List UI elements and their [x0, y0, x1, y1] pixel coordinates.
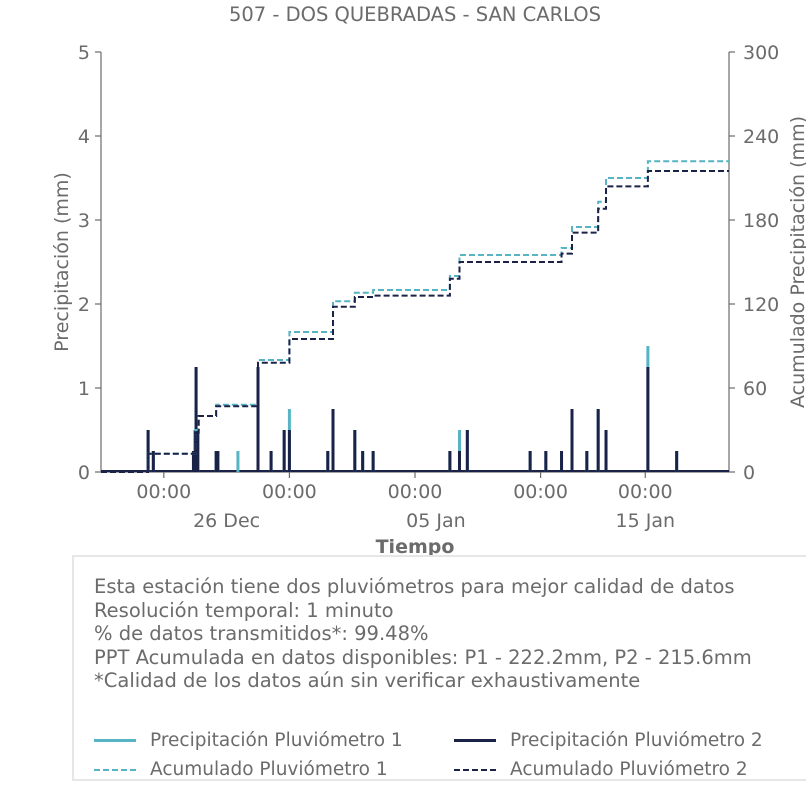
x-date-label: 05 Jan	[406, 510, 466, 532]
info-line: PPT Acumulada en datos disponibles: P1 -…	[94, 645, 752, 669]
x-tick-label: 00:00	[262, 481, 317, 503]
chart-title: 507 - DOS QUEBRADAS - SAN CARLOS	[229, 3, 601, 26]
legend-label: Precipitación Pluviómetro 2	[510, 730, 763, 751]
info-box: Esta estación tiene dos pluviómetros par…	[72, 555, 806, 781]
x-tick-label: 00:00	[618, 481, 673, 503]
info-line: Resolución temporal: 1 minuto	[94, 598, 394, 622]
series-precip-p2	[146, 367, 679, 472]
y2-tick-label: 60	[743, 378, 767, 400]
x-date-label: 26 Dec	[193, 510, 260, 532]
legend-swatch	[454, 768, 496, 771]
x-date-label: 15 Jan	[616, 510, 676, 532]
legend-item-p2: Precipitación Pluviómetro 2	[454, 730, 763, 751]
legend-swatch	[454, 739, 496, 742]
info-line: *Calidad de los datos aún sin verificar …	[94, 669, 641, 692]
y-tick-label: 5	[78, 42, 90, 64]
legend-label: Acumulado Pluviómetro 2	[510, 759, 748, 780]
legend-item-p1: Precipitación Pluviómetro 1	[94, 730, 403, 751]
y2-axis-label: Acumulado Precipitación (mm)	[787, 116, 806, 408]
legend-item-acc2: Acumulado Pluviómetro 2	[454, 759, 748, 780]
y-axis-label: Precipitación (mm)	[51, 172, 73, 352]
y2-tick-label: 120	[743, 294, 779, 316]
y-tick-label: 1	[78, 378, 90, 400]
y-tick-label: 3	[78, 210, 90, 232]
y2-tick-label: 300	[743, 42, 779, 64]
legend-label: Acumulado Pluviómetro 1	[150, 759, 388, 780]
info-line: Esta estación tiene dos pluviómetros par…	[94, 575, 735, 598]
x-tick-label: 00:00	[388, 481, 443, 503]
legend-item-acc1: Acumulado Pluviómetro 1	[94, 759, 388, 780]
x-tick-label: 00:00	[136, 481, 191, 503]
x-tick-label: 00:00	[513, 481, 568, 503]
x-axis-label: Tiempo	[376, 536, 455, 558]
y-tick-label: 4	[78, 126, 90, 148]
y-tick-label: 2	[78, 294, 90, 316]
y2-tick-label: 0	[743, 462, 755, 484]
series-accum-p2	[101, 170, 729, 473]
legend-swatch	[94, 739, 136, 742]
info-text: Esta estación tiene dos pluviómetros par…	[94, 575, 752, 693]
y-tick-label: 0	[78, 462, 90, 484]
legend-label: Precipitación Pluviómetro 1	[150, 730, 403, 751]
y2-tick-label: 180	[743, 210, 779, 232]
y2-tick-label: 240	[743, 126, 779, 148]
info-line: % de datos transmitidos*: 99.48%	[94, 622, 429, 645]
legend-swatch	[94, 768, 136, 771]
